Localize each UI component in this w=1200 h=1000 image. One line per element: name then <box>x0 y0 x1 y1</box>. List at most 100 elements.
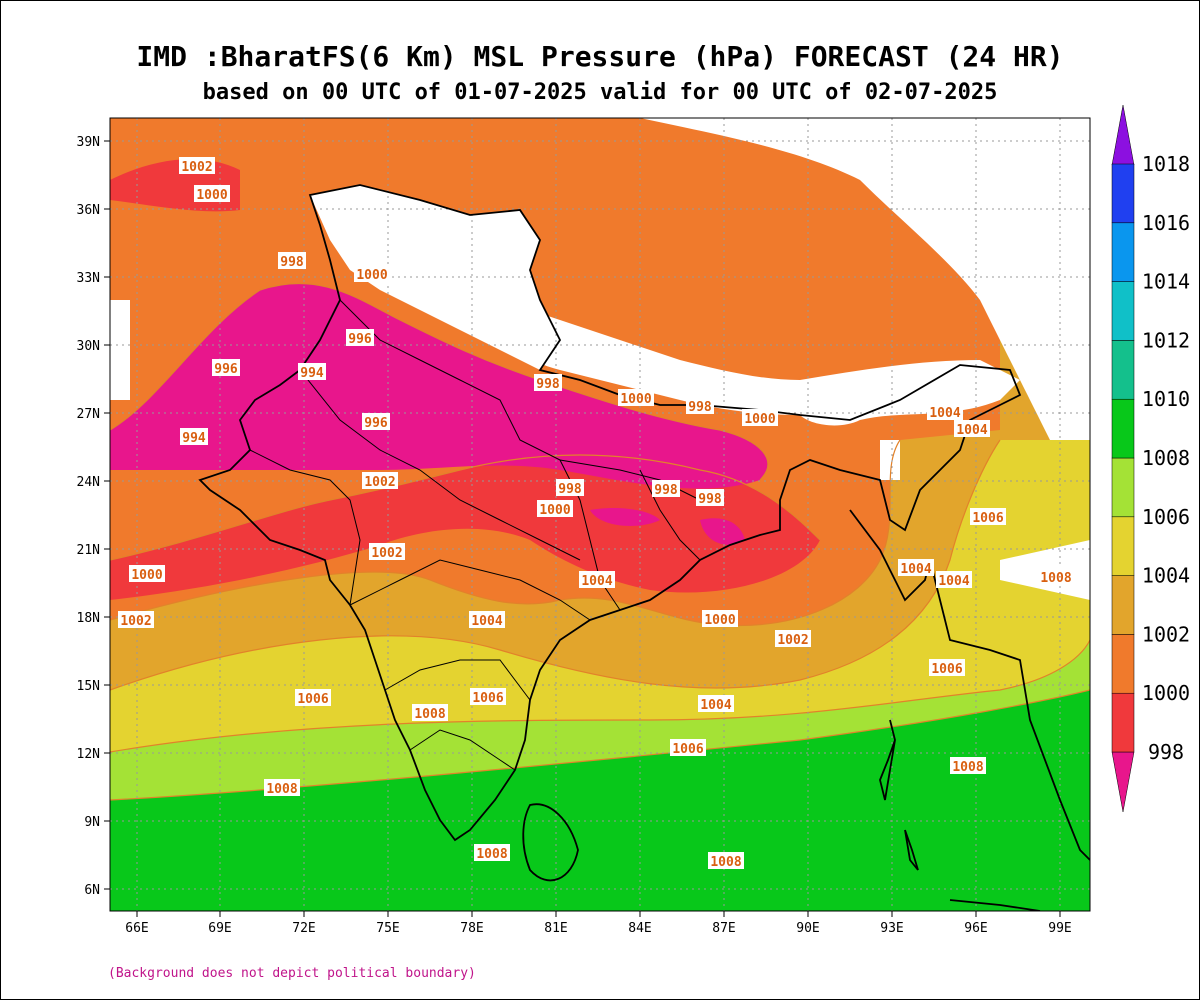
colorbar-swatch <box>1111 457 1135 518</box>
contour-label: 1002 <box>371 546 402 561</box>
state-line-west <box>249 449 361 606</box>
state-line-central <box>299 369 581 561</box>
contour-label: 996 <box>364 416 388 431</box>
contour-label-bg <box>179 157 215 174</box>
lon-tick-label: 96E <box>964 921 987 936</box>
contour-label-bg <box>696 489 724 506</box>
colorbar-lower-extend <box>1111 751 1135 813</box>
contour-label-bg <box>702 610 738 627</box>
contour-label: 998 <box>558 482 582 497</box>
contour-label-bg <box>469 611 505 628</box>
lat-tick-label: 6N <box>84 883 100 898</box>
contour-label: 998 <box>654 483 678 498</box>
contour-label-bg <box>742 409 778 426</box>
contour-label-bg <box>618 389 654 406</box>
contour-label-bg <box>652 480 680 497</box>
colorbar-swatch <box>1111 281 1135 341</box>
contour-label-bg <box>474 844 510 861</box>
myanmar-coast <box>929 559 1090 861</box>
contour-label-bg <box>954 420 990 437</box>
contour-label-bg <box>708 852 744 869</box>
state-line-north <box>339 299 701 501</box>
contour-label: 1000 <box>744 412 775 427</box>
sri-lanka-outline <box>522 803 579 882</box>
colorbar-level-label: 1006 <box>1142 505 1190 529</box>
lat-tick-label: 30N <box>77 339 100 354</box>
sumatra-coast <box>949 899 1041 911</box>
lon-tick-label: 75E <box>376 921 399 936</box>
terrain-mask-northeast <box>800 360 1020 426</box>
contour-label: 1004 <box>471 614 502 629</box>
contour-label: 1002 <box>120 614 151 629</box>
contour-label: 1006 <box>297 692 328 707</box>
contour-label-bg <box>670 739 706 756</box>
lon-tick-label: 93E <box>880 921 903 936</box>
lat-tick-label: 33N <box>77 271 100 286</box>
contour-label-bg <box>118 611 154 628</box>
contour-label: 996 <box>214 362 238 377</box>
state-line-east <box>639 469 701 561</box>
colorbar-swatch <box>1111 692 1135 753</box>
contour-1002 <box>110 439 901 627</box>
contour-label-bg <box>698 695 734 712</box>
contour-label-bg <box>194 185 230 202</box>
contour-label: 1006 <box>472 691 503 706</box>
india-outline <box>198 184 1022 842</box>
contour-label-bg <box>534 374 562 391</box>
contour-label-bg <box>950 757 986 774</box>
contour-label: 1000 <box>356 268 387 283</box>
contour-label-bg <box>556 479 584 496</box>
graticule <box>110 118 1090 911</box>
nicobar-outline <box>904 829 919 871</box>
lat-tick-label: 18N <box>77 611 100 626</box>
terrain-mask-himalaya <box>420 300 800 415</box>
contour-label: 1008 <box>476 847 507 862</box>
contour-label: 998 <box>536 377 560 392</box>
colorbar-swatch <box>1111 398 1135 459</box>
contour-1004 <box>110 439 1001 691</box>
latitude-axis: 39N 36N 33N 30N 27N 24N 21N 18N 15N 12N 9N 6N <box>77 135 110 898</box>
contour-label-bg <box>180 428 208 445</box>
longitude-axis: 66E 69E 72E 75E 78E 81E 84E 87E 90E 93E 96E 99E <box>125 911 1072 936</box>
colorbar-level-label: 998 <box>1148 740 1184 764</box>
colorbar-swatch <box>1111 222 1135 282</box>
lon-tick-label: 90E <box>796 921 819 936</box>
contour-label: 1000 <box>704 613 735 628</box>
band-below-998-patch <box>590 508 660 526</box>
colorbar-upper-extend <box>1111 104 1135 166</box>
contour-label-bg <box>970 508 1006 525</box>
terrain-mask-west <box>110 300 130 400</box>
contour-label: 998 <box>688 400 712 415</box>
contour-value-labels: 1002 1000 998 1000 996 994 994 996 996 998 1000 998… <box>118 157 1074 870</box>
contour-label: 1006 <box>931 662 962 677</box>
contour-label-bg <box>354 265 390 282</box>
colorbar-swatch <box>1111 575 1135 635</box>
colorbar-level-label: 1014 <box>1142 270 1190 294</box>
lat-tick-label: 36N <box>77 203 100 218</box>
contour-label: 1000 <box>539 503 570 518</box>
terrain-mask-tibet <box>640 118 1090 440</box>
contour-label-bg <box>686 397 714 414</box>
pressure-fill-layer <box>110 118 1090 911</box>
contour-label-bg <box>470 688 506 705</box>
colorbar: 998 1000 1002 1004 1006 1008 1010 1012 1014 1016 1… <box>1111 104 1190 813</box>
contour-label-bg <box>1038 568 1074 585</box>
contour-label-bg <box>298 363 326 380</box>
contour-1006 <box>110 639 1090 753</box>
colorbar-level-label: 1012 <box>1142 328 1190 352</box>
map-title: IMD :BharatFS(6 Km) MSL Pressure (hPa) F… <box>136 40 1064 73</box>
contour-label-bg <box>412 704 448 721</box>
colorbar-swatch <box>1111 163 1135 224</box>
contour-label: 1008 <box>710 855 741 870</box>
contour-label: 1002 <box>364 475 395 490</box>
band-998-1000 <box>110 455 820 600</box>
lat-tick-label: 24N <box>77 475 100 490</box>
lat-tick-label: 21N <box>77 543 100 558</box>
contour-1000 <box>110 454 821 561</box>
contour-label: 994 <box>182 431 206 446</box>
plot-border <box>109 117 1091 912</box>
lat-tick-label: 39N <box>77 135 100 150</box>
contour-label: 998 <box>698 492 722 507</box>
contour-label: 1004 <box>581 574 612 589</box>
colorbar-level-label: 1000 <box>1142 681 1190 705</box>
